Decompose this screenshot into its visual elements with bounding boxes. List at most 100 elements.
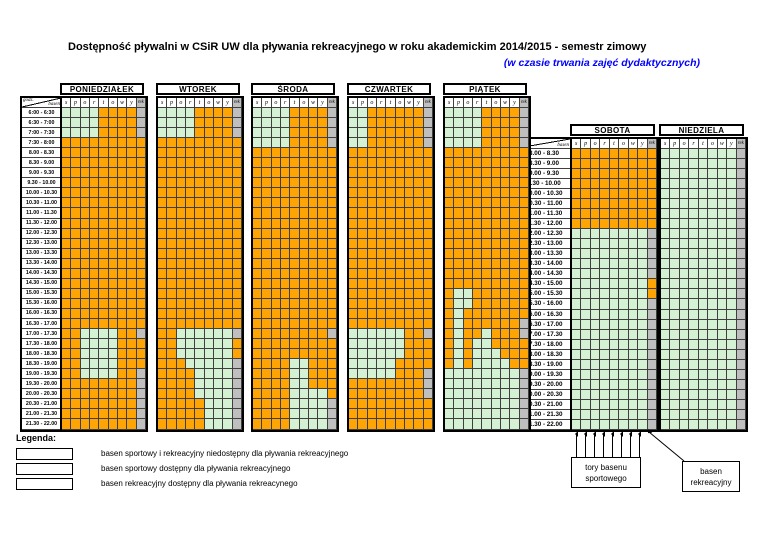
schedule-cell bbox=[262, 218, 272, 229]
schedule-cell bbox=[717, 189, 728, 200]
schedule-cell bbox=[167, 369, 177, 380]
schedule-cell bbox=[232, 128, 242, 139]
schedule-cell bbox=[670, 409, 680, 420]
schedule-cell bbox=[376, 298, 387, 309]
schedule-cell bbox=[463, 349, 473, 360]
schedule-cell bbox=[253, 369, 263, 380]
schedule-cell bbox=[204, 228, 214, 239]
schedule-cell bbox=[708, 329, 718, 340]
schedule-cell bbox=[89, 298, 100, 309]
schedule-cell bbox=[253, 298, 263, 309]
time-label: 17.30 - 18.00 bbox=[22, 339, 62, 350]
schedule-cell bbox=[136, 379, 146, 390]
schedule-cell bbox=[689, 369, 699, 380]
schedule-cell bbox=[395, 128, 405, 139]
schedule-cell bbox=[510, 168, 520, 179]
schedule-cell bbox=[108, 389, 118, 400]
schedule-cell bbox=[609, 279, 620, 290]
schedule-cell bbox=[510, 138, 520, 149]
schedule-cell bbox=[717, 179, 728, 190]
schedule-cell bbox=[609, 419, 620, 430]
schedule-cell bbox=[195, 359, 205, 370]
schedule-cell bbox=[271, 369, 281, 380]
schedule-cell bbox=[127, 399, 137, 410]
schedule-cell bbox=[327, 118, 337, 129]
schedule-cell bbox=[647, 409, 657, 420]
schedule-cell bbox=[491, 389, 501, 400]
schedule-cell bbox=[491, 258, 501, 269]
schedule-cell bbox=[472, 419, 483, 430]
schedule-cell bbox=[349, 308, 359, 319]
schedule-cell bbox=[386, 389, 396, 400]
lane-column-header: t bbox=[386, 98, 396, 108]
schedule-cell bbox=[727, 149, 737, 160]
schedule-cell bbox=[638, 319, 648, 330]
schedule-cell bbox=[727, 309, 737, 320]
schedule-cell bbox=[280, 288, 291, 299]
legend-heading: Legenda: bbox=[16, 433, 57, 443]
schedule-cell bbox=[327, 238, 337, 249]
schedule-cell bbox=[386, 178, 396, 189]
schedule-cell bbox=[423, 278, 433, 289]
schedule-cell bbox=[318, 298, 328, 309]
schedule-cell bbox=[158, 308, 168, 319]
schedule-cell bbox=[232, 409, 242, 420]
schedule-cell bbox=[262, 268, 272, 279]
schedule-cell bbox=[167, 399, 177, 410]
schedule-cell bbox=[99, 148, 109, 159]
day-grid-1: s p o r t o w y rek bbox=[60, 96, 148, 432]
schedule-cell bbox=[638, 189, 648, 200]
schedule-cell bbox=[253, 268, 263, 279]
schedule-cell bbox=[491, 168, 501, 179]
schedule-cell bbox=[600, 319, 610, 330]
schedule-cell bbox=[581, 399, 591, 410]
schedule-cell bbox=[213, 198, 224, 209]
schedule-cell bbox=[628, 239, 639, 250]
schedule-cell bbox=[367, 138, 377, 149]
schedule-cell bbox=[717, 389, 728, 400]
schedule-cell bbox=[454, 318, 464, 330]
schedule-cell bbox=[395, 218, 405, 229]
schedule-cell bbox=[318, 108, 328, 119]
schedule-cell bbox=[628, 159, 639, 170]
schedule-cell bbox=[423, 359, 433, 370]
lane-column-header: o bbox=[108, 98, 118, 108]
schedule-cell bbox=[204, 339, 214, 350]
schedule-cell bbox=[158, 268, 168, 279]
schedule-cell bbox=[736, 229, 746, 240]
schedule-cell bbox=[670, 289, 680, 300]
schedule-cell bbox=[318, 238, 328, 249]
schedule-cell bbox=[454, 329, 464, 340]
time-label: 7:30 - 8:00 bbox=[22, 138, 62, 149]
schedule-cell bbox=[472, 339, 483, 350]
schedule-cell bbox=[638, 309, 648, 320]
schedule-cell bbox=[185, 308, 196, 319]
corner-label-basen: basen bbox=[557, 143, 569, 148]
schedule-cell bbox=[628, 329, 639, 340]
schedule-cell bbox=[99, 329, 109, 340]
schedule-cell bbox=[262, 369, 272, 380]
time-label: 15.00 - 15.30 bbox=[22, 288, 62, 299]
schedule-cell bbox=[414, 329, 424, 340]
schedule-cell bbox=[108, 349, 118, 360]
corner-label-basen: basen bbox=[48, 102, 60, 107]
schedule-cell bbox=[167, 238, 177, 249]
schedule-cell bbox=[395, 118, 405, 129]
schedule-cell bbox=[423, 128, 433, 139]
schedule-cell bbox=[327, 228, 337, 239]
schedule-cell bbox=[62, 248, 72, 259]
schedule-cell bbox=[600, 239, 610, 250]
schedule-cell bbox=[590, 199, 601, 210]
schedule-cell bbox=[71, 308, 81, 319]
schedule-cell bbox=[280, 138, 291, 149]
schedule-cell bbox=[628, 409, 639, 420]
schedule-cell bbox=[108, 359, 118, 370]
schedule-cell bbox=[185, 359, 196, 370]
schedule-cell bbox=[71, 339, 81, 350]
lane-column-header: y bbox=[414, 98, 424, 108]
schedule-cell bbox=[600, 169, 610, 180]
schedule-cell bbox=[99, 108, 109, 119]
schedule-cell bbox=[62, 228, 72, 239]
schedule-cell bbox=[62, 148, 72, 159]
schedule-cell bbox=[299, 128, 309, 139]
